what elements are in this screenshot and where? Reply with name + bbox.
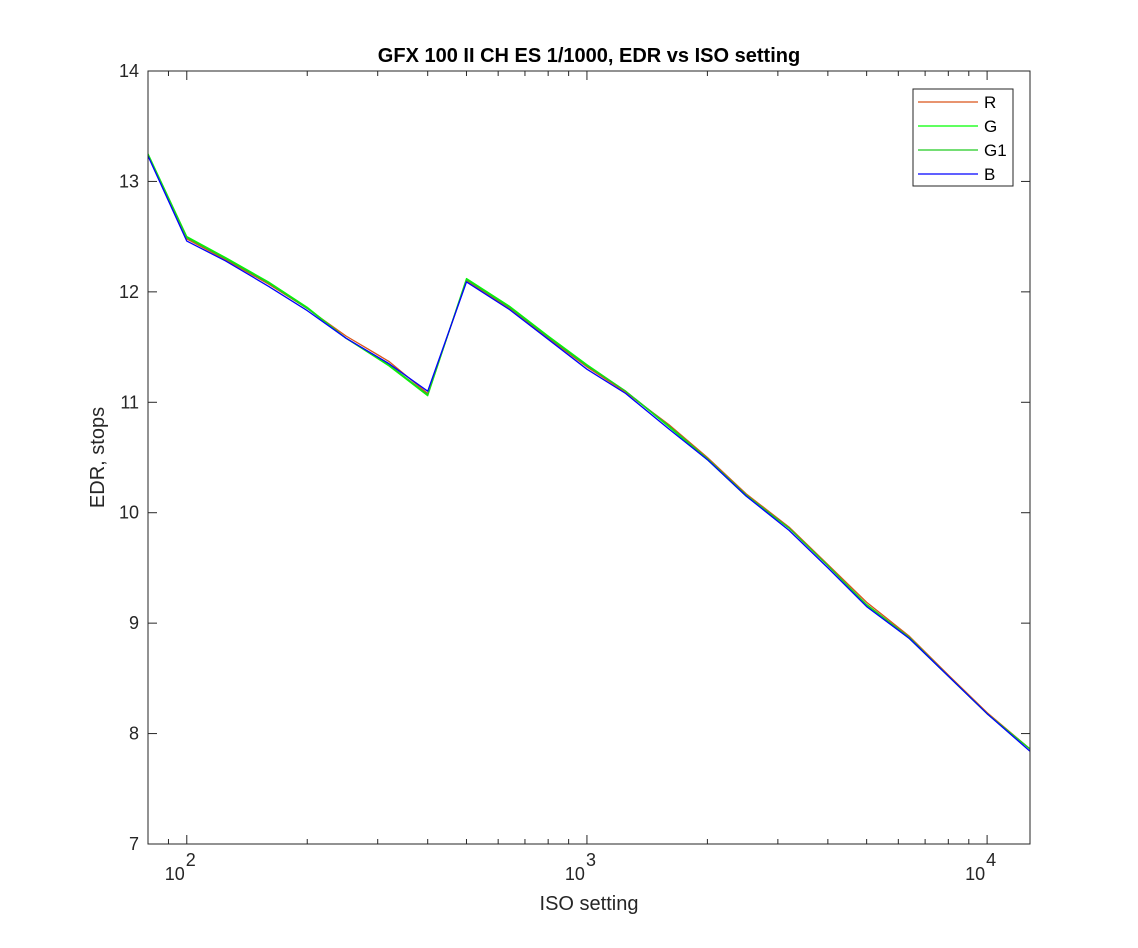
plot-area bbox=[148, 71, 1030, 844]
legend: RG G1 B bbox=[912, 88, 1014, 187]
y-tick-label-6: 13 bbox=[119, 171, 139, 191]
y-tick-label-4: 11 bbox=[120, 392, 139, 412]
x-tick-label-2: 104 bbox=[965, 850, 996, 884]
legend-label-g1: G1 bbox=[984, 141, 1007, 160]
series-layer bbox=[147, 153, 1031, 752]
x-tick-label-exp-1: 3 bbox=[586, 850, 596, 870]
series-line-g1 bbox=[147, 154, 1031, 750]
y-tick-label-2: 9 bbox=[129, 613, 139, 633]
y-tick-label-5: 12 bbox=[119, 282, 139, 302]
axes-box bbox=[147, 70, 1031, 845]
y-tick-label-7: 14 bbox=[119, 61, 139, 81]
x-tick-label-base-1: 10 bbox=[565, 864, 585, 884]
x-tick-label-base-0: 10 bbox=[165, 864, 185, 884]
legend-label-b: B bbox=[984, 165, 995, 184]
legend-box bbox=[912, 88, 1014, 187]
x-tick-label-exp-2: 4 bbox=[986, 850, 996, 870]
legend-label-r: R bbox=[984, 93, 996, 112]
y-tick-label-0: 7 bbox=[129, 834, 139, 854]
y-axis-label: EDR, stops bbox=[87, 407, 109, 508]
y-tick-label-1: 8 bbox=[129, 724, 139, 744]
legend-label-g: G bbox=[984, 117, 997, 136]
x-tick-label-base-2: 10 bbox=[965, 864, 985, 884]
y-tick-label-3: 10 bbox=[119, 503, 139, 523]
x-axis-label: ISO setting bbox=[540, 893, 639, 915]
x-tick-label-exp-0: 2 bbox=[186, 850, 196, 870]
chart-title: GFX 100 II CH ES 1/1000, EDR vs ISO sett… bbox=[378, 45, 800, 67]
x-tick-label-0: 102 bbox=[165, 850, 196, 884]
x-tick-label-1: 103 bbox=[565, 850, 596, 884]
series-line-b bbox=[147, 155, 1031, 752]
